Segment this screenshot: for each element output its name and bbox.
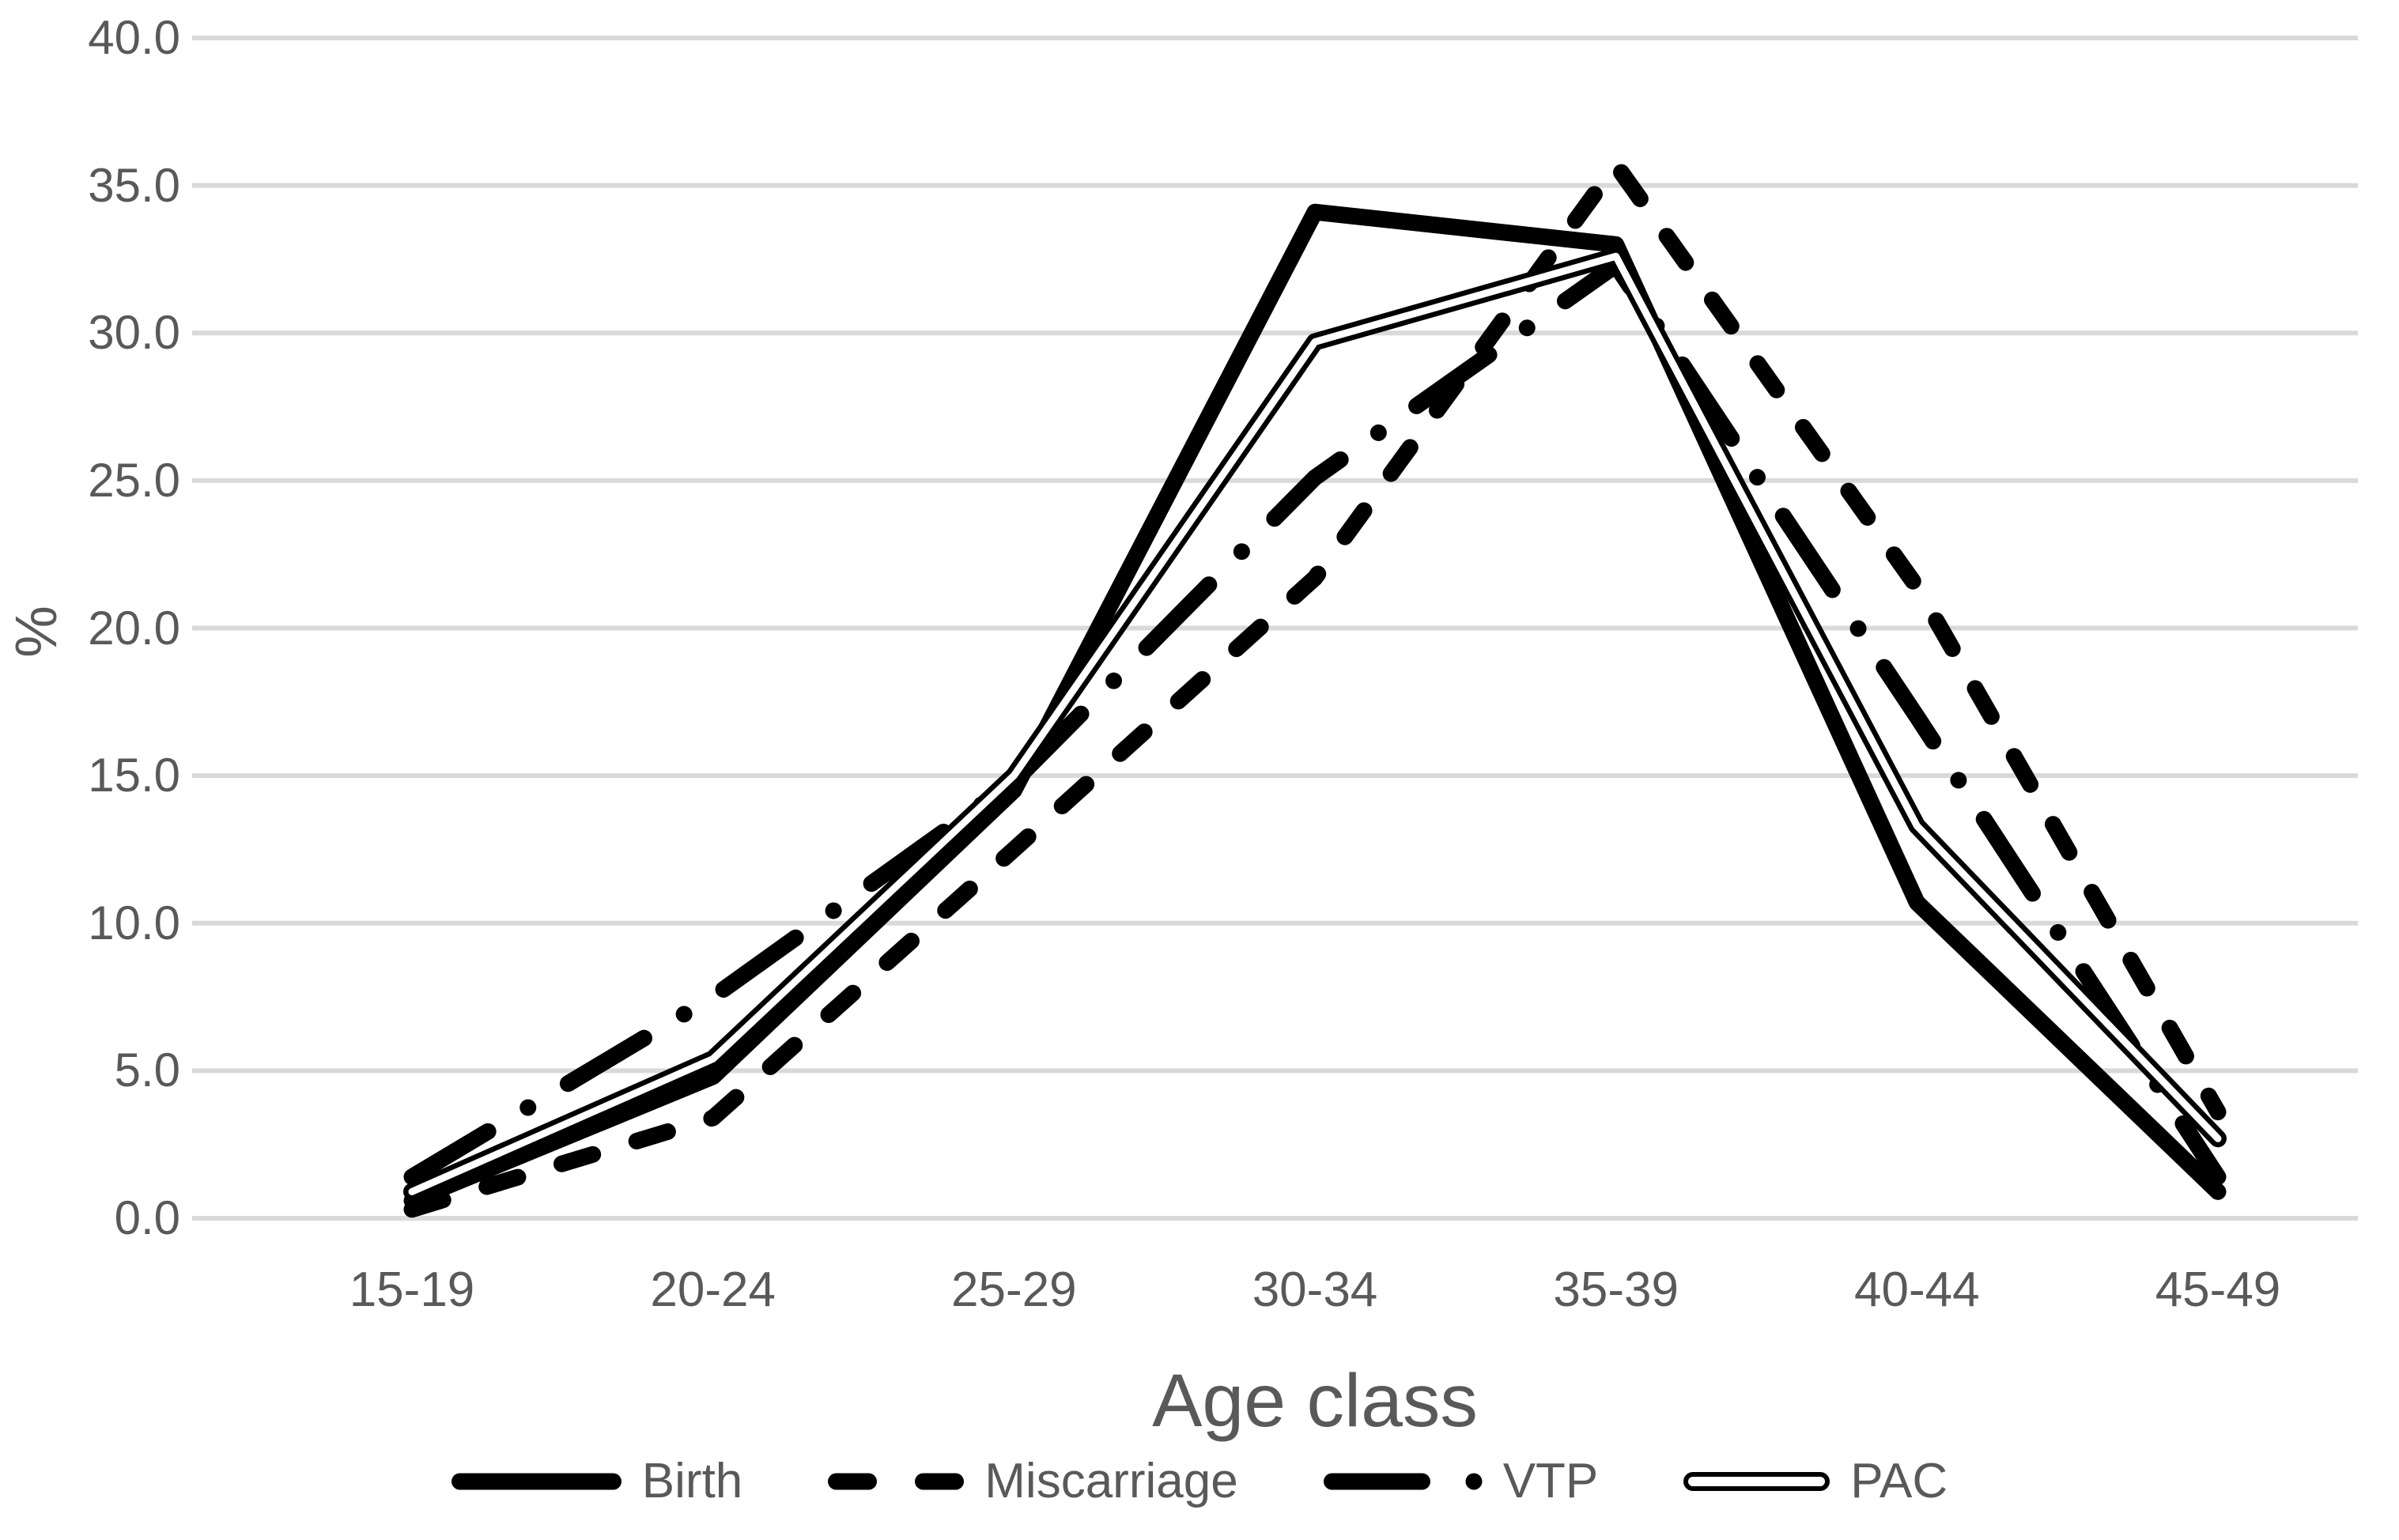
y-tick-label: 35.0 <box>88 158 180 212</box>
x-tick-label: 40-44 <box>1854 1263 1980 1317</box>
dashed-line-icon <box>828 1473 965 1489</box>
series-line-pac-core <box>408 252 2222 1195</box>
x-tick-label: 25-29 <box>951 1263 1077 1317</box>
legend-item-miscarriage: Miscarriage <box>828 1453 1238 1509</box>
x-tick-label: 20-24 <box>650 1263 776 1317</box>
dash-dot-line-icon <box>1323 1473 1483 1489</box>
dash-dot-marker <box>1323 1471 1483 1492</box>
legend-item-vtp: VTP <box>1323 1453 1599 1509</box>
legend-item-pac: PAC <box>1683 1453 1948 1509</box>
solid-line-icon <box>451 1473 621 1489</box>
legend-label: Miscarriage <box>984 1454 1238 1508</box>
series-line-miscarriage <box>403 156 2227 1218</box>
y-tick-label: 20.0 <box>88 601 180 655</box>
x-tick-label: 30-34 <box>1252 1263 1378 1317</box>
dashed-marker <box>828 1471 965 1492</box>
legend-label: PAC <box>1850 1454 1948 1508</box>
x-axis-title: Age class <box>1152 1359 1478 1443</box>
x-tick-label: 15-19 <box>349 1263 475 1317</box>
y-tick-label: 15.0 <box>88 749 180 802</box>
y-tick-label: 30.0 <box>88 306 180 360</box>
solid-thick-marker <box>451 1471 621 1492</box>
double-marker <box>1683 1471 1830 1492</box>
legend-item-birth: Birth <box>451 1453 742 1509</box>
series-line-vtp <box>403 256 2227 1186</box>
double-line-icon <box>1683 1471 1830 1491</box>
series-line-pac <box>403 247 2227 1201</box>
legend-label: VTP <box>1502 1454 1599 1508</box>
x-tick-label: 35-39 <box>1553 1263 1679 1317</box>
y-tick-label: 40.0 <box>88 11 180 64</box>
series-line-birth <box>403 203 2227 1210</box>
y-tick-label: 10.0 <box>88 896 180 949</box>
y-tick-label: 0.0 <box>114 1191 180 1244</box>
chart-legend: Birth Miscarriage VTP PAC <box>0 1453 2399 1509</box>
y-tick-label: 25.0 <box>88 453 180 507</box>
y-tick-label: 5.0 <box>114 1044 180 1097</box>
x-tick-label: 45-49 <box>2155 1263 2281 1317</box>
legend-label: Birth <box>641 1454 743 1508</box>
